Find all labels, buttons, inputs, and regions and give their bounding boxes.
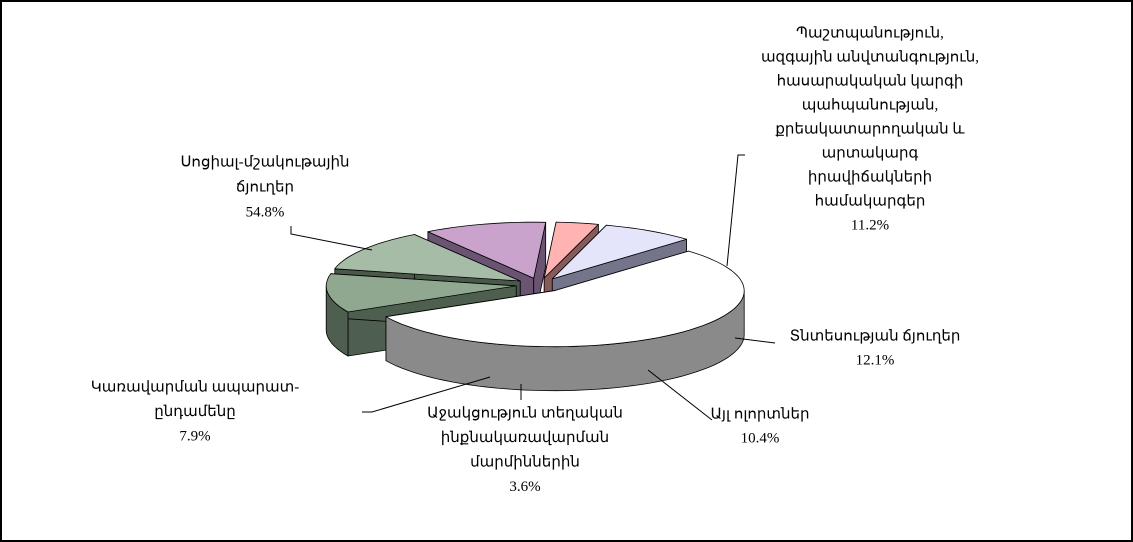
slice-value-label: 3.6% <box>509 479 540 495</box>
slice-top <box>427 221 547 279</box>
slice-value-label: 11.2% <box>851 217 889 233</box>
slice-label: համակարգեր <box>815 193 926 209</box>
slice-label: հասարակական կարգի <box>777 73 964 89</box>
leader-line <box>726 154 745 267</box>
leader-line <box>734 337 776 344</box>
leader-line <box>647 369 713 421</box>
slice-label: Աջակցություն տեղական <box>427 405 623 421</box>
leader-line <box>290 226 373 251</box>
slice-label: ինքնակառավարման <box>441 430 609 446</box>
slice-value-label: 10.4% <box>741 430 780 446</box>
slice-value-label: 7.9% <box>179 428 210 444</box>
slice-label: Տնտեսության ճյուղեր <box>790 328 961 344</box>
slice-label: ճյուղեր <box>236 179 294 195</box>
slice-label: իրավիճակների <box>808 169 932 185</box>
labels: Սոցիալ-մշակութային ճյուղեր 54.8% Պաշտպանութ… <box>91 25 979 495</box>
slice-label: ընդամենը <box>154 404 236 420</box>
slice-label: պահպանության, <box>802 97 939 113</box>
slice-label: մարմիններին <box>470 454 580 470</box>
slice-label: Այլ ոլորտներ <box>710 406 809 422</box>
slice-label: Սոցիալ-մշակութային <box>180 154 349 170</box>
pie <box>325 221 745 392</box>
slice-top <box>551 224 687 280</box>
slice-label: քրեակատարողական և <box>775 121 965 137</box>
slice-label: ազգային անվտանգություն, <box>761 49 979 65</box>
slice-top <box>325 273 517 313</box>
slice-value-label: 12.1% <box>856 352 895 368</box>
slice-top <box>385 250 745 348</box>
pie-slice <box>385 250 745 392</box>
slice-top <box>334 234 521 282</box>
slice-top <box>543 221 599 279</box>
slice-value-label: 54.8% <box>246 204 285 220</box>
slice-label: Կառավարման ապարատ- <box>91 379 299 395</box>
leader-line <box>362 376 491 413</box>
slice-label: արտակարգ <box>822 145 919 161</box>
slice-label: Պաշտպանություն, <box>796 25 944 41</box>
